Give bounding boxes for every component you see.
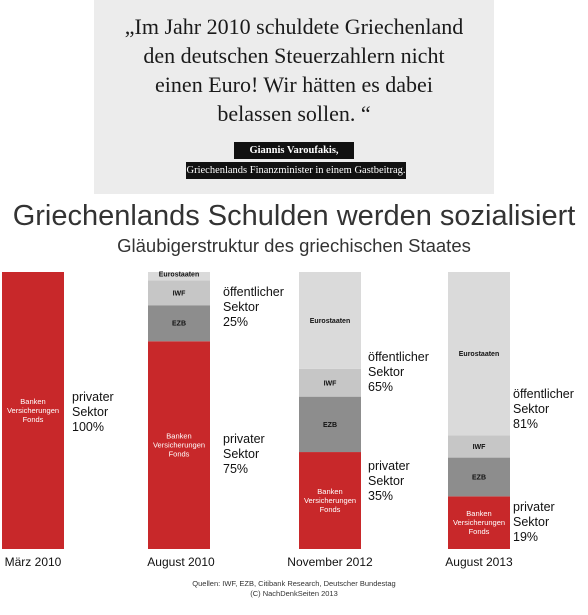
bar-segment-eurostaaten [448,272,510,436]
segment-label: Versicherungen [7,406,59,415]
bar-segment-banks [148,341,210,549]
segment-label: Eurostaaten [159,271,199,278]
bar-segment-banks [299,452,361,549]
sector-label: privater [72,390,114,404]
sector-label: 25% [223,315,248,329]
segment-label: Eurostaaten [459,351,499,358]
sector-label: 35% [368,489,393,503]
sources-line: Quellen: IWF, EZB, Citibank Research, De… [192,579,396,588]
segment-label: Versicherungen [304,496,356,505]
sector-label: Sektor [72,405,108,419]
quote-line-4: belassen sollen. “ [217,101,371,126]
quote-author: Giannis Varoufakis, [234,142,354,159]
bar-segment-banks [448,496,510,549]
segment-label: Fonds [169,450,190,459]
segment-label: Banken [466,509,491,518]
segment-label: Versicherungen [453,518,505,527]
segment-label: Versicherungen [153,441,205,450]
sector-label: Sektor [513,515,549,529]
sector-label: Sektor [368,365,404,379]
segment-label: EZB [472,474,486,481]
sector-label: öffentlicher [223,285,284,299]
quote-line-3: einen Euro! Wir hätten es dabei [155,72,433,97]
x-tick-label: August 2010 [147,555,215,569]
bar-segment-iwf [448,435,510,458]
segment-label: Banken [317,487,342,496]
bar-segment-eurostaaten [148,272,210,281]
chart-subtitle: Gläubigerstruktur des griechischen Staat… [117,235,471,256]
segment-label: Fonds [23,415,44,424]
sector-label: Sektor [223,300,259,314]
sector-label: privater [513,500,555,514]
x-tick-label: August 2013 [445,555,513,569]
segment-label: Fonds [320,505,341,514]
sector-label: 19% [513,530,538,544]
segment-label: Banken [166,432,191,441]
sources: Quellen: IWF, EZB, Citibank Research, De… [0,579,588,598]
bar-segment-iwf [299,368,361,397]
segment-label: Banken [20,397,45,406]
segment-label: Eurostaaten [310,318,350,325]
quote-line-1: „Im Jahr 2010 schuldete Griechenland [124,14,464,39]
quote-box: „Im Jahr 2010 schuldete Griechenland den… [94,0,494,194]
sector-label: Sektor [223,447,259,461]
bar-segment-ezb [148,305,210,342]
sector-label: privater [223,432,265,446]
sector-label: Sektor [513,402,549,416]
segment-label: IWF [324,380,338,387]
bar-segment-ezb [299,396,361,453]
sector-label: Sektor [368,474,404,488]
bar-segment-banks [2,272,64,549]
segment-label: IWF [173,290,187,297]
sector-label: 75% [223,462,248,476]
sector-label: öffentlicher [368,350,429,364]
sector-label: privater [368,459,410,473]
bar-segment-eurostaaten [299,272,361,369]
segment-label: IWF [473,444,487,451]
sector-label: 100% [72,420,104,434]
sector-label: öffentlicher [513,387,574,401]
sector-label: 81% [513,417,538,431]
bar-segment-ezb [448,457,510,497]
segment-label: EZB [172,321,186,328]
segment-label: Fonds [469,527,490,536]
quote-line-2: den deutschen Steuerzahlern nicht [143,43,445,68]
x-tick-label: November 2012 [287,555,373,569]
copyright-line: (C) NachDenkSeiten 2013 [250,588,338,598]
sector-label: 65% [368,380,393,394]
x-tick-label: März 2010 [5,555,62,569]
bar-segment-iwf [148,280,210,306]
quote-author-role: Griechenlands Finanzminister in einem Ga… [186,162,406,179]
segment-label: EZB [323,422,337,429]
chart-title: Griechenlands Schulden werden sozialisie… [12,200,576,232]
